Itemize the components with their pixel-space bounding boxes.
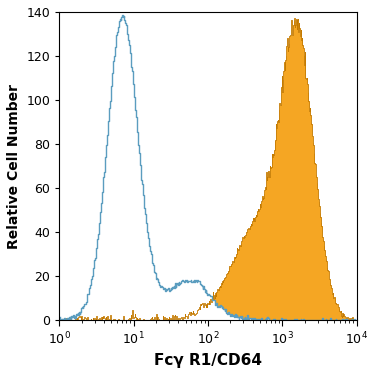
X-axis label: Fcγ R1/CD64: Fcγ R1/CD64 bbox=[154, 353, 262, 368]
Y-axis label: Relative Cell Number: Relative Cell Number bbox=[7, 84, 21, 249]
